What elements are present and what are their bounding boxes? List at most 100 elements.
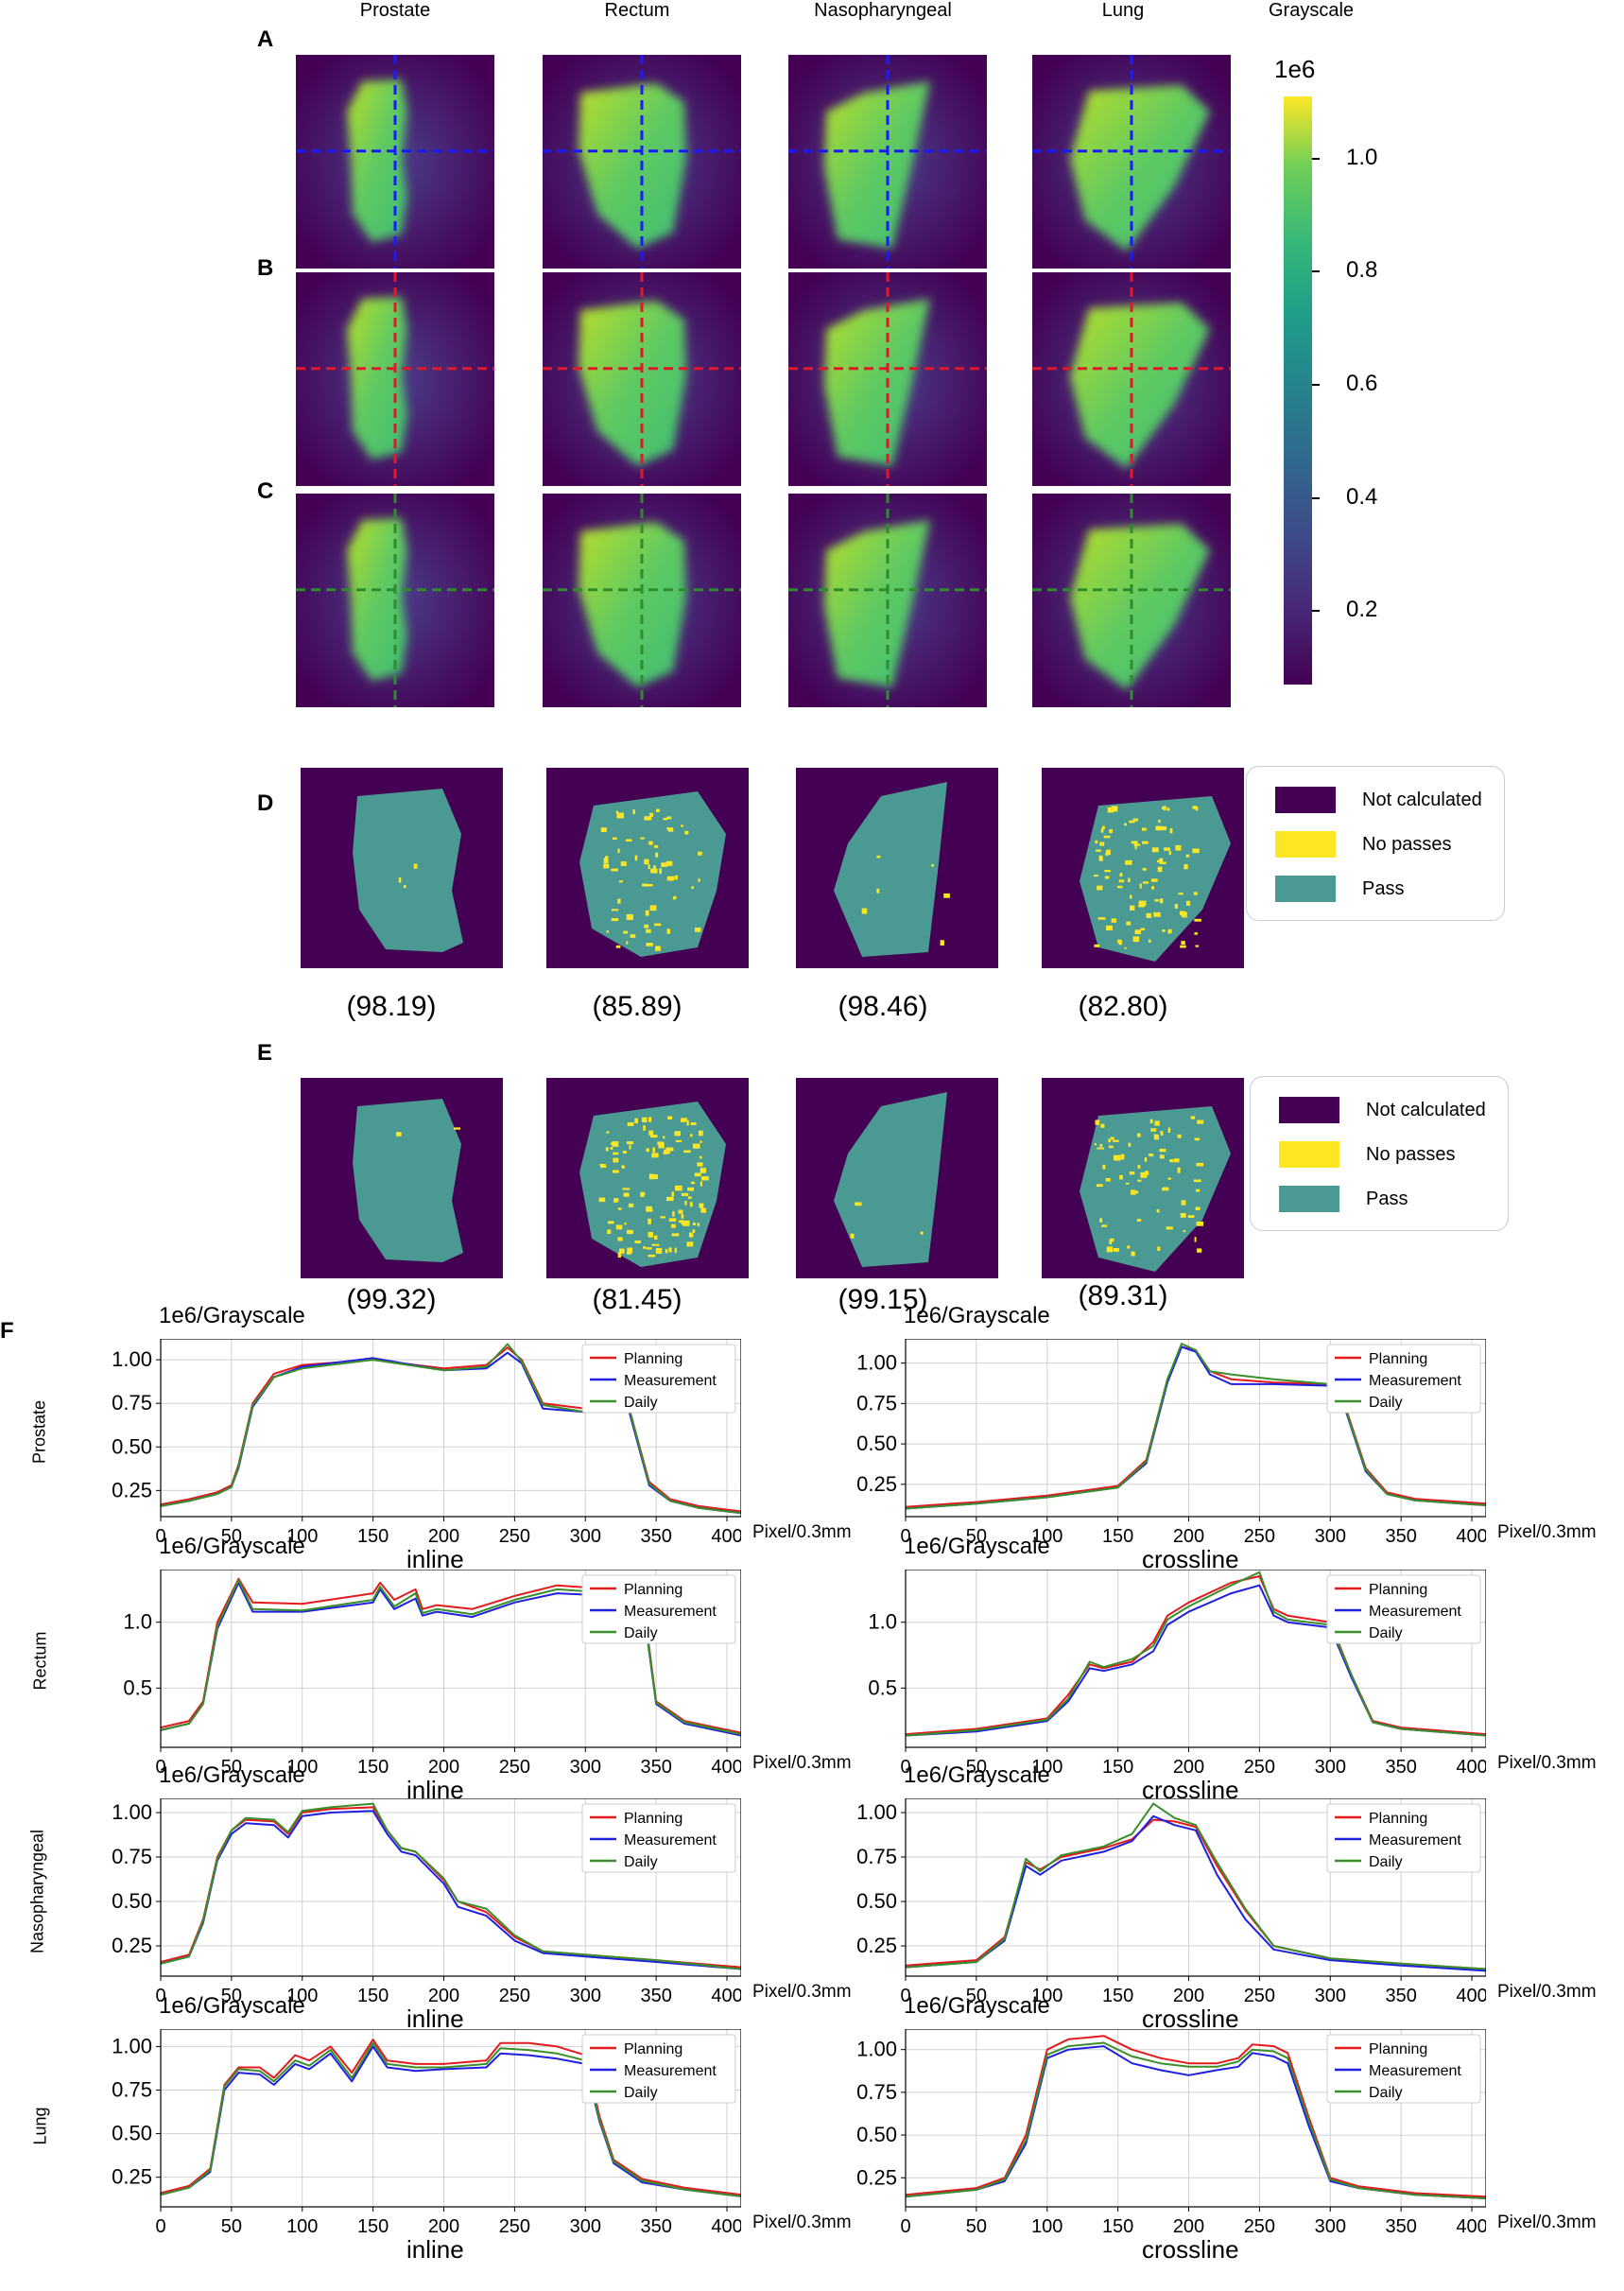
gamma-fail-point [634,1118,638,1124]
gamma-fail-point [1183,864,1188,870]
score-d-nasopharyngeal: (98.46) [838,991,928,1022]
x-tick-label: 0 [155,1986,165,2006]
gamma-fail-point [613,1170,619,1173]
y-tick-label: 0.25 [112,1934,152,1957]
gamma-fail-point [1142,841,1149,844]
x-tick-label: 200 [428,1757,459,1778]
gamma-fail-point [1098,855,1103,861]
gamma-fail-point [1124,823,1127,826]
legend-swatch-no-passes [1275,831,1336,858]
gamma-fail-point [1138,905,1145,908]
gamma-fail-point [600,827,607,832]
gamma-fail-point [627,1122,634,1126]
gamma-fail-point [605,1147,609,1152]
gamma-fail-point [701,1176,709,1181]
gamma-fail-point [1175,844,1182,851]
gamma-fail-point [1119,1174,1123,1180]
x-tick-label: 200 [428,1526,459,1547]
y-tick-label: 1.00 [856,2038,897,2061]
gamma-fail-point [1160,898,1164,904]
x-tick-label: 50 [221,1526,242,1547]
y-tick-label: 0.25 [856,1472,897,1496]
y-tick-label: 0.75 [112,2078,152,2102]
gamma-fail-point [648,841,653,845]
gamma-fail-point [1113,1139,1119,1142]
x-tick-label: 100 [1031,1757,1063,1778]
y-tick-label: 1.0 [868,1610,897,1634]
profile-x-label: crossline [1142,2005,1239,2033]
gamma-fail-point [1132,818,1138,822]
x-tick-label: 100 [1031,1526,1063,1547]
x-tick-label: 100 [286,2216,318,2237]
gamma-fail-point [678,1209,683,1214]
x-tick-label: 250 [499,1526,530,1547]
gamma-fail-point [619,1248,625,1254]
x-tick-label: 400 [711,1526,741,1547]
gamma-fail-point [634,1241,641,1243]
gamma-legend-d: Not calculated No passes Pass [1246,766,1505,921]
legend-swatch-pass [1279,1186,1339,1212]
profile-chart-prostate-inline: 0 50 100 150 200 250 300 350 400 0.25 0.50 0.75 1.00… [112,1339,741,1547]
gamma-fail-point [648,864,650,870]
gamma-fail-point [1166,1226,1173,1230]
gamma-fail-point [1153,1134,1159,1137]
gamma-fail-point [1118,879,1125,883]
profile-x-label: inline [406,1545,464,1573]
gamma-fail-point [646,1206,652,1212]
gamma-fail-point [687,1187,694,1191]
gamma-fail-point [645,910,649,916]
gamma-fail-point [611,918,619,922]
profile-row-prostate: Prostate [29,1399,49,1465]
gamma-fail-point [665,860,673,866]
gamma-fail-point [1129,820,1135,824]
dose-region [347,79,407,242]
colorbar-tick-label: 0.4 [1346,483,1378,510]
colorbar-tick-label: 0.6 [1346,371,1378,397]
x-tick-label: 400 [1456,2216,1486,2237]
gamma-fail-point [1104,876,1110,879]
gamma-fail-point [700,1155,702,1159]
x-tick-label: 350 [1385,1986,1416,2006]
dose-region [824,520,930,687]
gamma-fail-point [1197,1248,1202,1253]
panel-label-d: D [257,790,274,816]
dose-region [824,299,930,466]
x-tick-label: 350 [640,1757,671,1778]
x-tick-label: 350 [640,2216,671,2237]
gamma-fail-point [1100,828,1104,833]
x-tick-label: 0 [155,1526,165,1547]
gamma-fail-point [700,1181,702,1187]
dose-region [347,518,407,681]
gamma-fail-point [620,861,627,866]
plot-frame [160,1339,741,1518]
legend-label-planning: Planning [624,1351,682,1367]
score-e-prostate: (99.32) [346,1284,437,1315]
gamma-fail-point [1195,945,1200,947]
legend-swatch-not-calculated [1279,1097,1339,1123]
legend-label-planning: Planning [624,2041,682,2057]
gamma-fail-point [1177,1134,1182,1138]
x-tick-label: 250 [499,1986,530,2006]
x-tick-label: 400 [711,1986,741,2006]
gamma-fail-point [660,1216,665,1219]
y-tick-label: 0.25 [112,1478,152,1501]
dose-map-b-rectum [543,272,741,486]
gamma-fail-point [1162,807,1165,809]
profile-legend: Planning Measurement Daily [581,1574,736,1644]
gamma-fail-point [654,923,662,927]
panel-label-a: A [257,26,274,52]
panel-label-c: C [257,478,274,504]
gamma-fail-point [617,898,621,904]
y-tick-label: 0.75 [856,1391,897,1415]
gamma-fail-point [655,946,661,951]
profile-x-label: inline [406,2005,464,2033]
gamma-fail-point [622,1188,631,1190]
gamma-fail-point [653,865,656,871]
gamma-fail-point [1126,921,1132,926]
gamma-fail-point [664,1149,670,1154]
gamma-fail-point [627,1229,633,1234]
gamma-fail-point [1159,826,1167,831]
x-tick-label: 400 [1456,1757,1486,1778]
gamma-fail-point [623,930,629,934]
gamma-fail-point [700,1140,702,1143]
